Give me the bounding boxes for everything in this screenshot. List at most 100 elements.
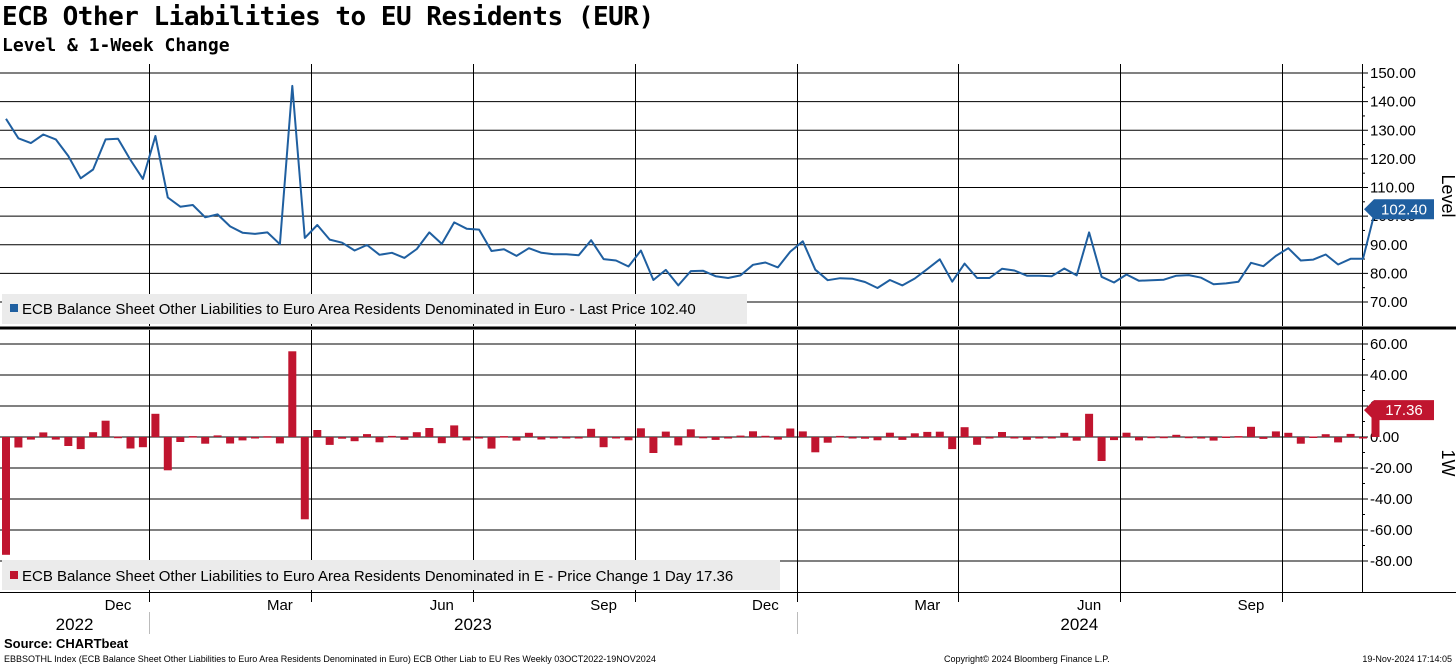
footer: Source: CHARTbeat EBBSOTHL Index (ECB Ba…	[4, 636, 1452, 664]
change-bar	[1060, 432, 1069, 437]
change-bar	[686, 429, 695, 438]
change-bar	[238, 437, 247, 441]
x-axis: Dec Mar Jun Sep Dec Mar Jun Sep 2022 2023 2024	[0, 592, 1456, 634]
change-bar	[1035, 437, 1044, 439]
x-month-label: Jun	[1077, 597, 1101, 614]
top-tick-label: 140.00	[1370, 94, 1416, 111]
x-year-label: 2024	[1060, 615, 1098, 634]
top-tick-label: 70.00	[1370, 294, 1408, 311]
change-bar	[1359, 437, 1367, 439]
change-bar	[1321, 434, 1330, 437]
change-bar	[101, 420, 110, 437]
footer-description: EBBSOTHL Index (ECB Balance Sheet Other …	[4, 654, 656, 664]
change-panel: 60.0040.0020.000.00-20.00-40.00-60.00-80…	[2, 336, 1456, 590]
change-bar	[749, 431, 757, 437]
change-bar	[1085, 413, 1094, 438]
change-bar	[163, 437, 172, 471]
footer-copyright: Copyright© 2024 Bloomberg Finance L.P.	[944, 654, 1110, 664]
top-tick-label: 110.00	[1370, 180, 1415, 197]
change-bar	[674, 437, 683, 446]
change-bar	[612, 437, 620, 439]
bottom-legend-swatch	[10, 571, 18, 579]
level-series-line	[5, 84, 1377, 289]
change-bar	[960, 427, 969, 437]
change-bar	[1047, 437, 1056, 439]
change-bar	[811, 437, 820, 453]
change-bar	[537, 437, 546, 440]
change-bar	[661, 431, 670, 437]
change-bar	[562, 437, 571, 439]
top-axis-label: Level	[1438, 174, 1456, 217]
change-bar	[848, 437, 857, 439]
change-bar	[1271, 431, 1280, 437]
bottom-tick-label: -60.00	[1370, 522, 1413, 539]
level-last-value-badge-shape	[1364, 199, 1434, 220]
change-bar	[1159, 436, 1168, 439]
change-bar	[188, 436, 197, 438]
change-bar	[574, 437, 583, 439]
change-bar	[263, 436, 272, 438]
change-bar	[387, 435, 396, 438]
change-bar	[873, 437, 882, 441]
change-bar	[948, 437, 957, 450]
top-tick-label: 80.00	[1370, 265, 1408, 282]
bottom-legend-text: ECB Balance Sheet Other Liabilities to E…	[22, 568, 733, 585]
change-bar	[375, 437, 384, 443]
change-bar	[1259, 437, 1268, 439]
change-bar	[1097, 437, 1106, 461]
change-bar	[910, 433, 919, 437]
change-bar	[861, 437, 869, 439]
change-bar	[636, 428, 645, 437]
change-bar	[201, 437, 210, 444]
bottom-tick-label: 60.00	[1370, 336, 1408, 353]
change-bar	[226, 437, 235, 444]
level-panel: 150.00140.00130.00120.00110.00100.0090.0…	[2, 65, 1456, 324]
change-bar	[1072, 437, 1081, 441]
change-bar	[213, 435, 222, 437]
change-bar	[89, 432, 98, 437]
change-bar	[1135, 437, 1143, 441]
change-bar	[736, 435, 745, 438]
x-month-label: Jun	[430, 597, 454, 614]
change-bar	[1284, 432, 1293, 437]
x-month-label: Dec	[105, 597, 132, 614]
change-bar	[462, 437, 471, 441]
change-bar	[923, 431, 932, 437]
change-bar	[275, 437, 284, 444]
change-bar	[1022, 437, 1031, 440]
change-bar	[1296, 437, 1305, 444]
change-bar	[425, 428, 434, 437]
change-bar	[1010, 437, 1019, 439]
change-bar	[1234, 436, 1243, 438]
change-bar	[786, 428, 795, 437]
change-last-value-badge-shape	[1364, 400, 1434, 421]
change-bar	[524, 432, 533, 437]
x-month-label: Mar	[914, 597, 940, 614]
footer-timestamp: 19-Nov-2024 17:14:05	[1362, 654, 1452, 664]
change-bar	[1346, 433, 1355, 437]
x-month-label: Sep	[1238, 597, 1265, 614]
change-bar	[1197, 437, 1206, 439]
change-bar	[412, 432, 421, 437]
change-bar	[51, 437, 60, 440]
change-bar	[2, 437, 10, 555]
change-bar	[1334, 437, 1343, 443]
change-last-value-badge-text: 17.36	[1385, 402, 1423, 419]
top-legend-text: ECB Balance Sheet Other Liabilities to E…	[22, 301, 696, 318]
change-bar	[1122, 432, 1131, 437]
change-bar	[138, 437, 147, 448]
change-bar	[500, 436, 508, 438]
change-bar	[300, 437, 309, 520]
change-bar	[624, 437, 633, 441]
chart-subtitle: Level & 1-Week Change	[2, 35, 230, 56]
change-bar	[599, 437, 608, 448]
x-month-label: Sep	[590, 597, 617, 614]
change-bar	[1371, 410, 1380, 437]
change-bar	[151, 413, 160, 438]
change-bar	[251, 437, 259, 439]
change-bar	[325, 437, 334, 445]
change-bar	[798, 431, 807, 437]
change-bar	[350, 437, 359, 442]
change-bar	[1172, 434, 1181, 437]
